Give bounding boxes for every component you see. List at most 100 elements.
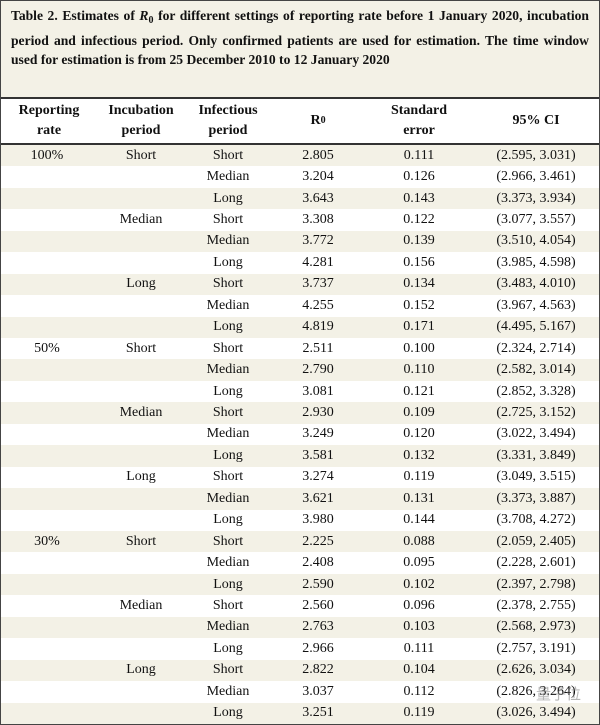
ci-cell: (3.331, 3.849) bbox=[496, 447, 576, 463]
ci-cell: (2.228, 2.601) bbox=[496, 555, 576, 571]
se-cell: 0.119 bbox=[403, 469, 435, 485]
infectious-cell: Short bbox=[212, 598, 244, 614]
ci-cell: (2.324, 2.714) bbox=[496, 340, 576, 356]
table-caption: Table 2. Estimates of R0 for different s… bbox=[1, 1, 599, 99]
se-cell: 0.120 bbox=[403, 426, 435, 442]
ci-cell: (2.966, 3.461) bbox=[496, 169, 576, 185]
ci-cell: (2.568, 2.973) bbox=[496, 619, 576, 635]
table-row: Long Short 2.822 0.104 (2.626, 3.034) bbox=[1, 659, 599, 682]
header-cell: Incubation period bbox=[108, 103, 174, 138]
ci-cell: (2.595, 3.031) bbox=[496, 147, 576, 163]
infectious-cell: Median bbox=[206, 169, 250, 185]
se-cell: 0.096 bbox=[403, 598, 435, 614]
reporting-rate-cell: 50% bbox=[34, 340, 60, 356]
r0-cell: 3.204 bbox=[302, 169, 334, 185]
infectious-cell: Median bbox=[206, 297, 250, 313]
r0-cell: 2.930 bbox=[302, 405, 334, 421]
table-row: Median 3.204 0.126 (2.966, 3.461) bbox=[1, 166, 599, 187]
se-cell: 0.156 bbox=[403, 254, 435, 270]
table-row: Long 2.966 0.111 (2.757, 3.191) bbox=[1, 638, 599, 659]
se-cell: 0.095 bbox=[403, 555, 435, 571]
table-row: Median 3.772 0.139 (3.510, 4.054) bbox=[1, 230, 599, 253]
table-row: Median 4.255 0.152 (3.967, 4.563) bbox=[1, 295, 599, 316]
table-row: Long 4.281 0.156 (3.985, 4.598) bbox=[1, 252, 599, 273]
r0-cell: 2.225 bbox=[302, 533, 334, 549]
table-row: Long 3.980 0.144 (3.708, 4.272) bbox=[1, 510, 599, 531]
ci-cell: (3.373, 3.934) bbox=[496, 190, 576, 206]
se-cell: 0.143 bbox=[403, 190, 435, 206]
incubation-cell: Short bbox=[125, 340, 157, 356]
table-row: Long 4.819 0.171 (4.495, 5.167) bbox=[1, 316, 599, 338]
ci-cell: (2.725, 3.152) bbox=[496, 405, 576, 421]
r0-cell: 4.255 bbox=[302, 297, 334, 313]
r0-cell: 3.621 bbox=[302, 490, 334, 506]
incubation-cell: Median bbox=[119, 405, 163, 421]
r0-cell: 3.249 bbox=[302, 426, 334, 442]
r0-cell: 3.251 bbox=[302, 705, 334, 721]
infectious-cell: Long bbox=[213, 383, 243, 399]
r0-cell: 3.980 bbox=[302, 512, 334, 528]
se-cell: 0.132 bbox=[403, 447, 435, 463]
infectious-cell: Short bbox=[212, 340, 244, 356]
reporting-rate-cell: 30% bbox=[34, 533, 60, 549]
r0-cell: 3.643 bbox=[302, 190, 334, 206]
ci-cell: (3.373, 3.887) bbox=[496, 490, 576, 506]
table-row: Long Short 3.274 0.119 (3.049, 3.515) bbox=[1, 467, 599, 488]
ci-cell: (3.510, 4.054) bbox=[496, 233, 576, 249]
ci-cell: (2.626, 3.034) bbox=[496, 662, 576, 678]
table-row: Median 3.249 0.120 (3.022, 3.494) bbox=[1, 424, 599, 445]
se-cell: 0.122 bbox=[403, 212, 435, 228]
table-row: Median Short 3.308 0.122 (3.077, 3.557) bbox=[1, 209, 599, 230]
ci-cell: (3.026, 3.494) bbox=[496, 705, 576, 721]
se-cell: 0.152 bbox=[403, 297, 435, 313]
r0-cell: 2.805 bbox=[302, 147, 334, 163]
reporting-rate-cell: 100% bbox=[30, 147, 64, 163]
infectious-cell: Median bbox=[206, 233, 250, 249]
se-cell: 0.110 bbox=[403, 362, 435, 378]
header-row: Reporting rate Incubation period Infecti… bbox=[1, 99, 599, 145]
table-row: Long 3.081 0.121 (2.852, 3.328) bbox=[1, 381, 599, 402]
header-cell: Reporting rate bbox=[18, 103, 80, 138]
se-cell: 0.102 bbox=[403, 576, 435, 592]
r0-cell: 3.037 bbox=[302, 683, 334, 699]
infectious-cell: Short bbox=[212, 405, 244, 421]
infectious-cell: Long bbox=[213, 576, 243, 592]
se-cell: 0.134 bbox=[403, 276, 435, 292]
r0-cell: 2.790 bbox=[302, 362, 334, 378]
table-row: 100% Short Short 2.805 0.111 (2.595, 3.031) bbox=[1, 145, 599, 167]
incubation-cell: Short bbox=[125, 147, 157, 163]
infectious-cell: Median bbox=[206, 362, 250, 378]
table-row: Median 3.621 0.131 (3.373, 3.887) bbox=[1, 488, 599, 510]
ci-cell: (3.708, 4.272) bbox=[496, 512, 576, 528]
table-row: Long 2.590 0.102 (2.397, 2.798) bbox=[1, 573, 599, 596]
se-cell: 0.103 bbox=[403, 619, 435, 635]
infectious-cell: Long bbox=[213, 319, 243, 335]
r0-cell: 3.274 bbox=[302, 469, 334, 485]
r0-cell: 3.081 bbox=[302, 383, 334, 399]
header-cell: 95% CI bbox=[512, 113, 560, 128]
table-row: Long 3.643 0.143 (3.373, 3.934) bbox=[1, 187, 599, 210]
se-cell: 0.109 bbox=[403, 405, 435, 421]
r0-cell: 2.966 bbox=[302, 640, 334, 656]
ci-cell: (3.022, 3.494) bbox=[496, 426, 576, 442]
table-row: Long Short 3.737 0.134 (3.483, 4.010) bbox=[1, 273, 599, 296]
se-cell: 0.171 bbox=[403, 319, 435, 335]
table-row: Median 2.408 0.095 (2.228, 2.601) bbox=[1, 552, 599, 573]
ci-cell: (3.049, 3.515) bbox=[496, 469, 576, 485]
infectious-cell: Long bbox=[213, 512, 243, 528]
se-cell: 0.111 bbox=[403, 147, 435, 163]
infectious-cell: Median bbox=[206, 683, 250, 699]
r0-cell: 2.511 bbox=[302, 340, 334, 356]
table-row: Median 3.037 0.112 (2.826, 3.264) bbox=[1, 681, 599, 702]
infectious-cell: Median bbox=[206, 426, 250, 442]
infectious-cell: Short bbox=[212, 276, 244, 292]
watermark: 量子位 bbox=[535, 685, 581, 703]
incubation-cell: Long bbox=[126, 276, 156, 292]
r0-cell: 3.581 bbox=[302, 447, 334, 463]
ci-cell: (3.985, 4.598) bbox=[496, 254, 576, 270]
infectious-cell: Short bbox=[212, 212, 244, 228]
infectious-cell: Short bbox=[212, 469, 244, 485]
infectious-cell: Short bbox=[212, 533, 244, 549]
r0-cell: 2.822 bbox=[302, 662, 334, 678]
